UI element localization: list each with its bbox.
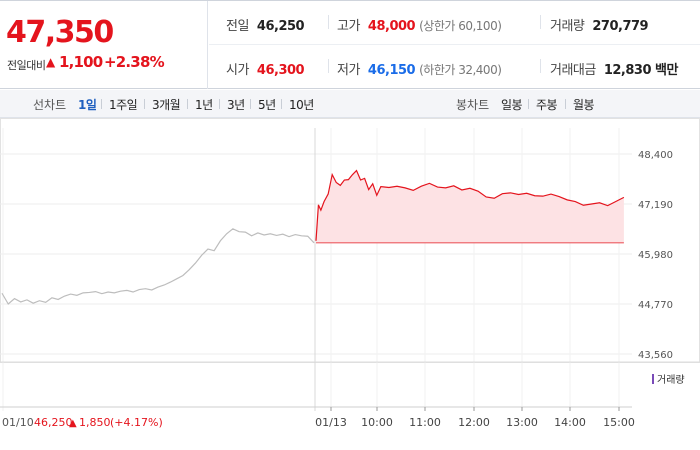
divider bbox=[328, 15, 329, 29]
low-value: 46,150 bbox=[367, 63, 416, 78]
up-arrow-icon: ▲ bbox=[46, 55, 56, 69]
line-chart-label: 선차트 bbox=[33, 98, 67, 112]
lower-limit: (하한가 32,400) bbox=[419, 63, 502, 77]
low-label: 저가 bbox=[337, 63, 360, 78]
price-chart: 48,400 47,190 45,980 44,770 43,560 01/13 10:0… bbox=[0, 118, 700, 450]
series-01-13-line bbox=[315, 169, 625, 241]
divider bbox=[144, 99, 145, 109]
candle-daily[interactable]: 일봉 bbox=[501, 98, 523, 112]
period-5y[interactable]: 5년 bbox=[258, 98, 276, 112]
series-01-10-line bbox=[1, 228, 315, 305]
day-high: 고가 48,000 (상한가 60,100) bbox=[337, 15, 502, 34]
y-tick-label: 44,770 bbox=[638, 300, 673, 311]
change-label: 전일대비 bbox=[7, 59, 46, 72]
amount-value: 12,830 백만 bbox=[603, 63, 679, 78]
open-price: 시가 46,300 bbox=[226, 59, 305, 78]
divider bbox=[528, 99, 529, 109]
high-value: 48,000 bbox=[367, 19, 416, 34]
price-panel: 47,350 전일대비 ▲ 1,100 +2.38% bbox=[0, 1, 208, 89]
y-tick-label: 47,190 bbox=[638, 200, 673, 211]
upper-limit: (상한가 60,100) bbox=[419, 19, 502, 33]
candle-chart-label: 봉차트 bbox=[456, 98, 490, 112]
change-value: 1,100 bbox=[59, 53, 103, 71]
divider bbox=[101, 99, 102, 109]
summary-row-1: 전일 46,250 고가 48,000 (상한가 60,100) 거래량 270,779 bbox=[209, 1, 700, 45]
prev-day-change: 1,850 bbox=[79, 416, 111, 429]
period-selector-bar: 선차트 1일 1주일 3개월 1년 3년 5년 10년 봉차트 일봉 주봉 월봉 bbox=[0, 90, 700, 118]
trade-amount: 거래대금 12,830 백만 bbox=[550, 59, 678, 78]
volume-legend-swatch bbox=[652, 374, 654, 384]
prev-close: 전일 46,250 bbox=[226, 15, 305, 34]
volume: 거래량 270,779 bbox=[550, 15, 649, 34]
candle-monthly[interactable]: 월봉 bbox=[573, 98, 595, 112]
period-3y[interactable]: 3년 bbox=[227, 98, 245, 112]
prev-day-arrow-icon: ▲ bbox=[69, 418, 77, 429]
open-value: 46,300 bbox=[256, 63, 305, 78]
quote-summary: 47,350 전일대비 ▲ 1,100 +2.38% 전일 46,250 고가 48… bbox=[0, 0, 700, 89]
x-tick-label: 10:00 bbox=[361, 416, 393, 429]
divider bbox=[328, 59, 329, 73]
series-01-13-area bbox=[316, 170, 624, 243]
current-price: 47,350 bbox=[6, 15, 114, 50]
period-3m[interactable]: 3개월 bbox=[152, 98, 181, 112]
x-tick-label: 14:00 bbox=[554, 416, 586, 429]
high-label: 고가 bbox=[337, 19, 360, 34]
y-tick-label: 45,980 bbox=[638, 250, 673, 261]
divider bbox=[281, 99, 282, 109]
day-low: 저가 46,150 (하한가 32,400) bbox=[337, 59, 502, 78]
x-tick-label: 01/13 bbox=[315, 416, 347, 429]
prev-day-date: 01/10 bbox=[2, 416, 34, 429]
amount-label: 거래대금 bbox=[550, 63, 596, 78]
prev-day-close: 46,250 bbox=[34, 416, 73, 429]
open-label: 시가 bbox=[226, 63, 249, 78]
divider bbox=[250, 99, 251, 109]
x-tick-label: 13:00 bbox=[506, 416, 538, 429]
volume-label: 거래량 bbox=[550, 19, 585, 34]
prev-close-label: 전일 bbox=[226, 19, 249, 34]
divider bbox=[540, 59, 541, 73]
change-rate: +2.38% bbox=[104, 53, 165, 71]
y-tick-label: 43,560 bbox=[638, 350, 673, 361]
volume-legend-label: 거래량 bbox=[657, 374, 685, 386]
y-tick-label: 48,400 bbox=[638, 150, 673, 161]
period-10y[interactable]: 10년 bbox=[289, 98, 314, 112]
x-tick-label: 15:00 bbox=[603, 416, 635, 429]
period-1y[interactable]: 1년 bbox=[195, 98, 213, 112]
x-tick-label: 12:00 bbox=[458, 416, 490, 429]
x-tick-label: 11:00 bbox=[409, 416, 441, 429]
price-chart-svg: 48,400 47,190 45,980 44,770 43,560 01/13 10:0… bbox=[0, 118, 700, 429]
divider bbox=[219, 99, 220, 109]
candle-weekly[interactable]: 주봉 bbox=[536, 98, 558, 112]
period-1d[interactable]: 1일 bbox=[78, 98, 97, 112]
divider bbox=[187, 99, 188, 109]
period-1w[interactable]: 1주일 bbox=[109, 98, 138, 112]
divider bbox=[540, 15, 541, 29]
prev-close-value: 46,250 bbox=[256, 19, 305, 34]
volume-value: 270,779 bbox=[592, 19, 649, 34]
summary-row-2: 시가 46,300 저가 46,150 (하한가 32,400) 거래대금 12,830… bbox=[209, 45, 700, 89]
prev-day-rate: (+4.17%) bbox=[110, 416, 163, 429]
divider bbox=[565, 99, 566, 109]
